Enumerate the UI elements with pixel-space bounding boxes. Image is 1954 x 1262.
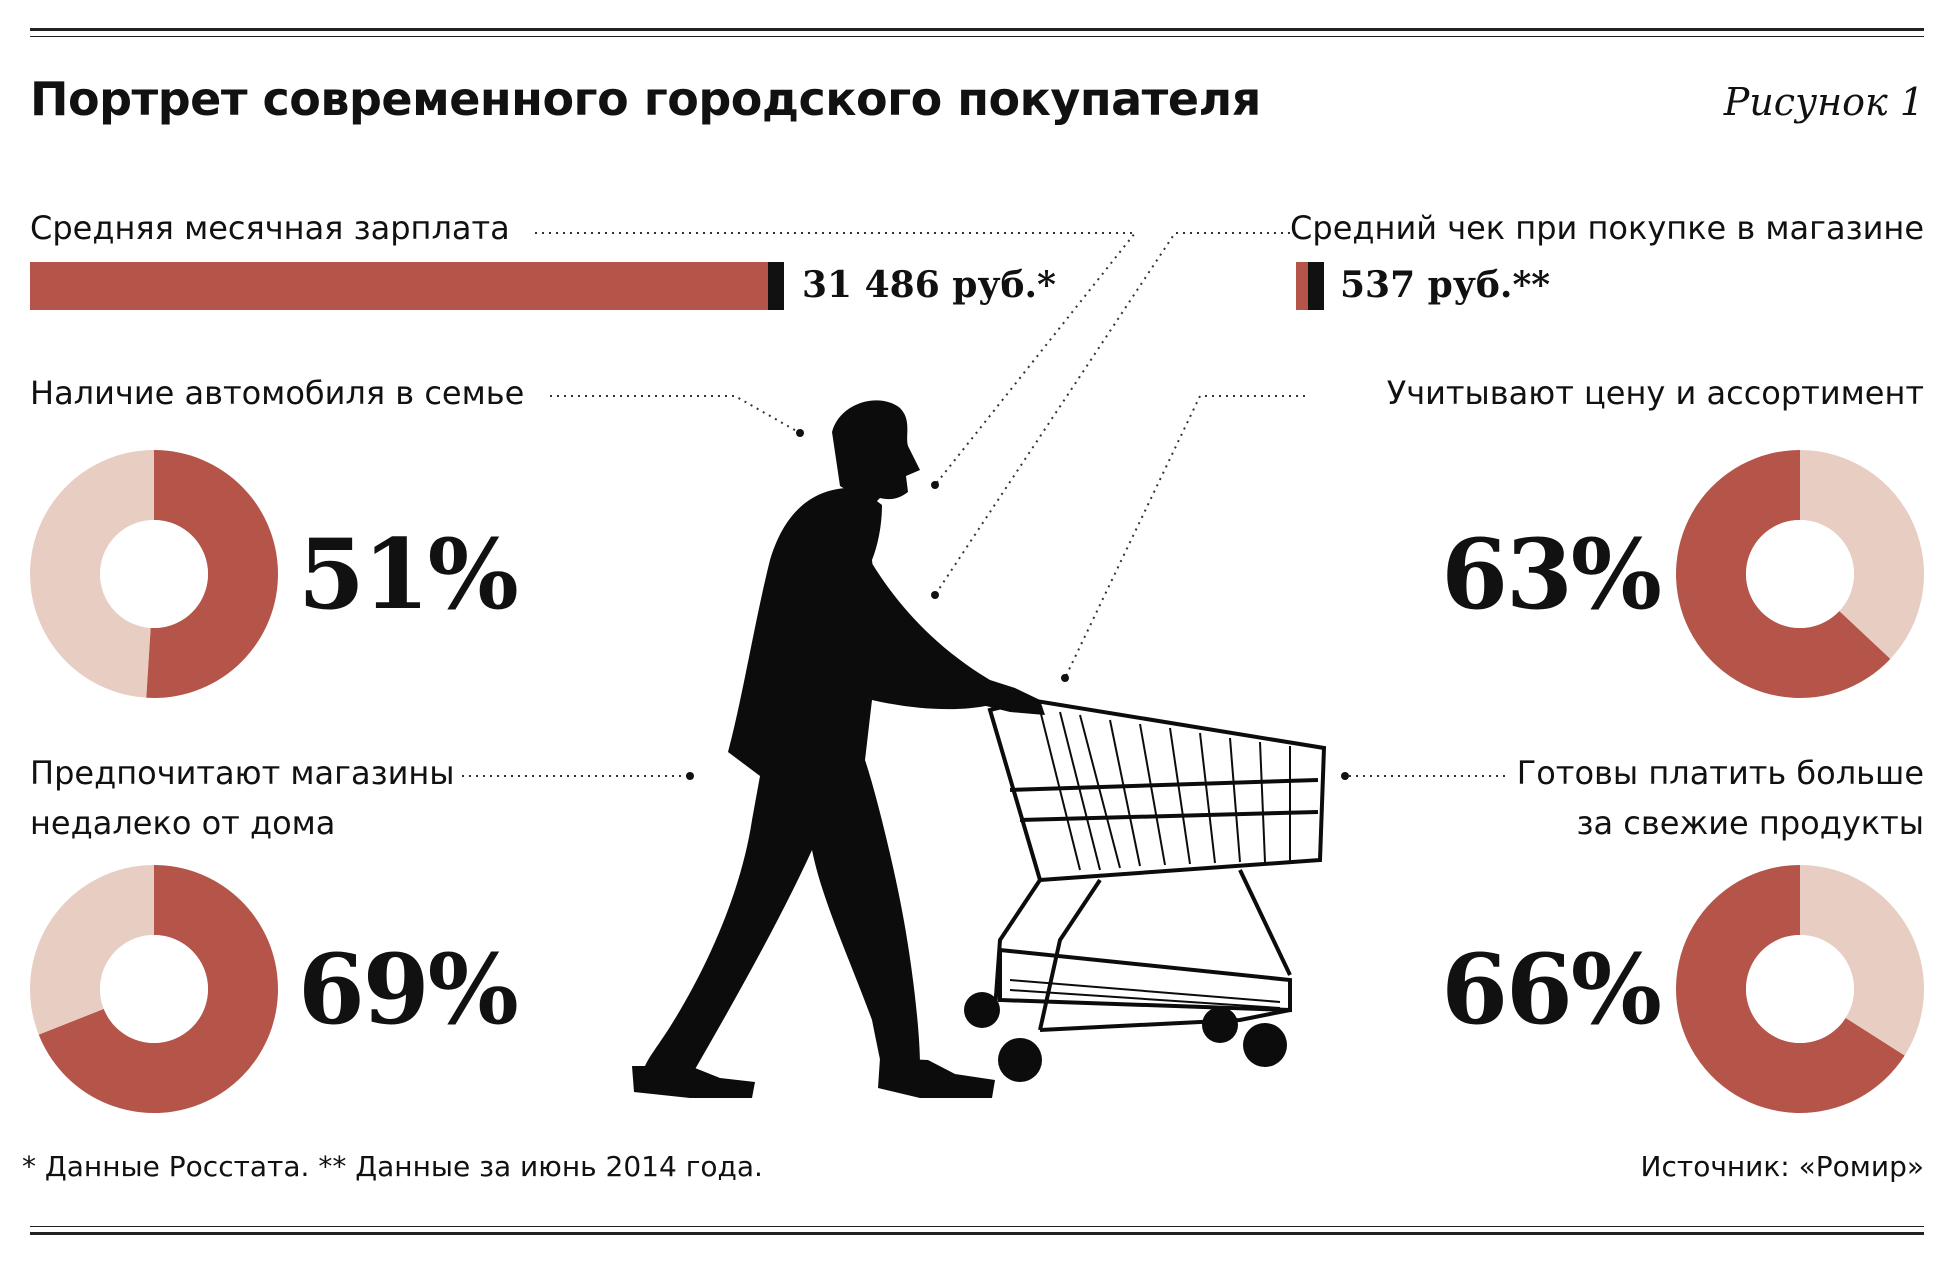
nearby-label-line-1: Предпочитают магазины [30,754,455,792]
fresh-label-line-1: Готовы платить больше [1516,754,1924,792]
donut-slice-value [1676,450,1891,698]
receipt-label: Средний чек при покупке в магазине [1290,209,1924,247]
leader-car [550,395,801,434]
donut-hole [1746,935,1854,1043]
fresh-donut [1676,865,1924,1113]
car-label: Наличие автомобиля в семье [30,374,525,412]
salary-bar-end [768,262,784,310]
donut-hole [100,520,208,628]
leader-price [1064,395,1305,679]
donut-slice-rest [1800,450,1924,659]
footnote-right: Источник: «Ромир» [1640,1150,1924,1183]
figure-label: Рисунок 1 [1723,80,1924,124]
donut-slice-value [146,450,279,698]
fresh-percent: 66% [1441,933,1662,1046]
donut-hole [1746,520,1854,628]
donut-hole [100,935,208,1043]
fresh-label-line-2: за свежие продукты [1576,804,1924,842]
bottom-rule-thick [30,1232,1924,1235]
donut-slice-rest [30,865,155,1035]
nearby-percent: 69% [298,933,519,1046]
salary-label: Средняя месячная зарплата [30,209,510,247]
price-donut [1676,450,1924,698]
salary-bar [30,262,778,310]
donut-slice-rest [1800,865,1924,1056]
nearby-label-line-2: недалеко от дома [30,804,336,842]
donut-slice-value [38,865,278,1113]
donut-slice-rest [30,450,155,698]
bottom-rule-thin [30,1226,1924,1227]
top-rule-thin [30,36,1924,37]
salary-value: 31 486 руб.* [802,264,1056,306]
top-rule-thick [30,28,1924,31]
receipt-bar-end [1308,262,1324,310]
receipt-bar [1296,262,1310,310]
receipt-value: 537 руб.** [1340,264,1551,306]
footnote-left: * Данные Росстата. ** Данные за июнь 201… [22,1150,763,1183]
donut-slice-value [1676,865,1905,1113]
price-percent: 63% [1441,518,1662,631]
car-percent: 51% [298,518,519,631]
nearby-donut [30,865,278,1113]
price-label: Учитывают цену и ассортимент [1386,374,1924,412]
car-donut [30,450,279,698]
page-title: Портрет современного городского покупате… [30,72,1261,126]
